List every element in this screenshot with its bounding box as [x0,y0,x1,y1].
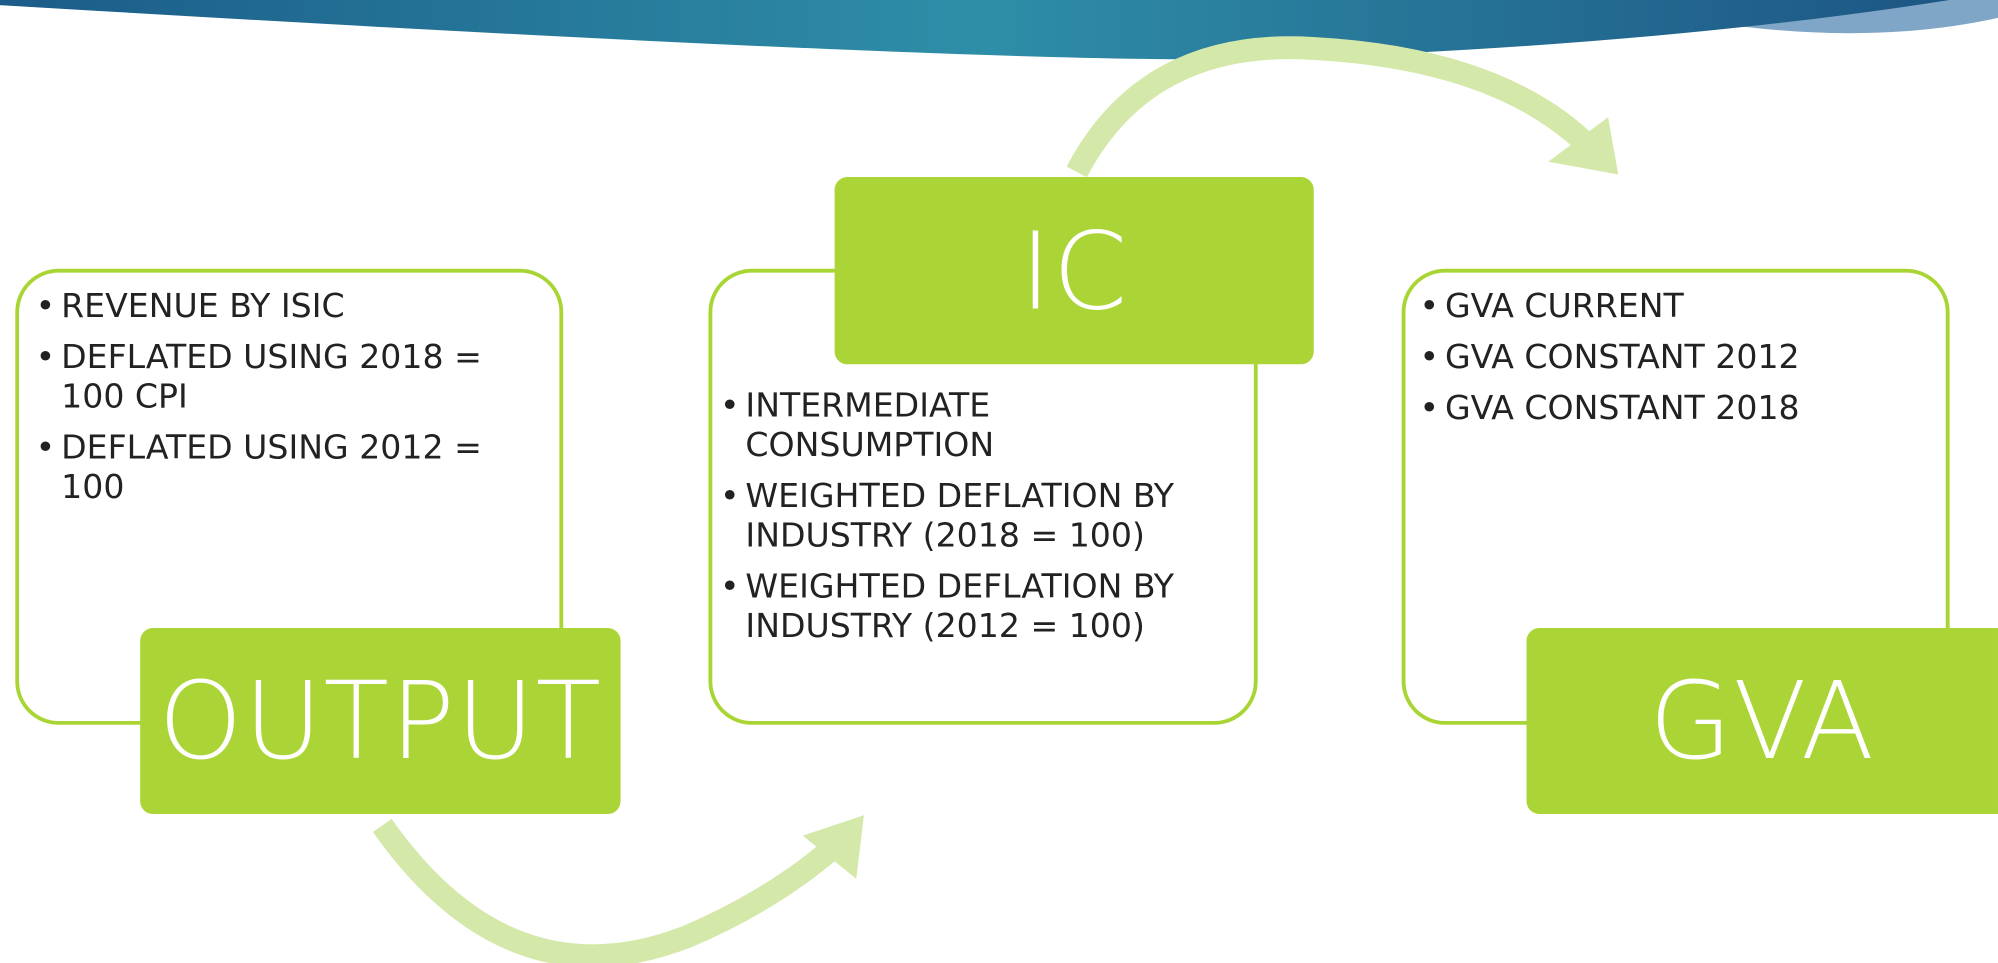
node-list: INTERMEDIATE CONSUMPTION WEIGHTED DEFLAT… [720,387,1242,658]
node-label: GVA [1526,627,1998,814]
list-item: INTERMEDIATE CONSUMPTION [720,387,1128,466]
arrowhead [802,815,864,879]
banner [0,0,1950,60]
arrow-ic-gva [1066,36,1602,178]
list-item: DEFLATED USING 2012 = 100 [36,429,546,508]
list-item: WEIGHTED DEFLATION BY INDUSTRY (2018 = 1… [720,478,1242,557]
node-label: OUTPUT [140,627,621,814]
list-item: GVA CONSTANT 2018 [1419,390,1941,429]
node-label: IC [834,177,1314,365]
arrowhead [1548,117,1619,175]
node-list: REVENUE BY ISIC DEFLATED USING 2018 = 10… [36,288,546,520]
arrow-output-ic [372,818,849,963]
list-item: REVENUE BY ISIC [36,288,546,327]
list-item: WEIGHTED DEFLATION BY INDUSTRY (2012 = 1… [720,568,1242,647]
list-item: DEFLATED USING 2018 = 100 CPI [36,339,546,418]
list-item: GVA CONSTANT 2012 [1419,339,1941,378]
node-list: GVA CURRENT GVA CONSTANT 2012 GVA CONSTA… [1419,288,1941,441]
list-item: GVA CURRENT [1419,288,1941,327]
